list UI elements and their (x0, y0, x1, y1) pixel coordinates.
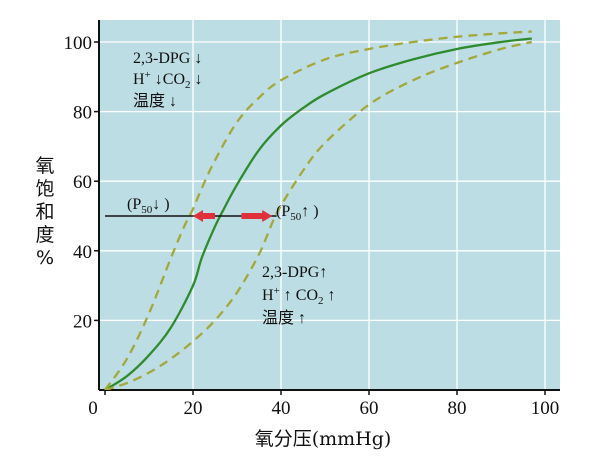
left-shift-annotation: 2,3-DPG ↓ H+ ↓CO2 ↓ 温度 ↓ (133, 50, 203, 110)
up-arrow-icon: ↑ (280, 287, 296, 304)
right-shift-curve (104, 40, 533, 390)
left-shift-curve (104, 30, 532, 390)
y-label-char: % (36, 247, 54, 269)
p50-reference (105, 210, 277, 222)
x-tick-label: 20 (184, 398, 203, 419)
x-tick-label: 40 (272, 398, 291, 419)
svg-text:H+ ↑ CO2 ↑: H+ ↑ CO2 ↑ (262, 285, 336, 307)
x-axis-label: 氧分压(mmHg) (255, 428, 392, 450)
up-arrow-icon: ↑ (294, 310, 306, 327)
x-tick-label: 80 (448, 398, 467, 419)
svg-text:2,3-DPG↑: 2,3-DPG↑ (262, 264, 327, 281)
left-h-sup: + (145, 69, 151, 81)
y-tick-label: 40 (73, 242, 92, 263)
svg-text:温度 ↓: 温度 ↓ (133, 91, 177, 110)
y-label-char: 度 (35, 224, 54, 246)
y-label-char: 饱 (35, 178, 54, 200)
up-arrow-icon: ↑ (319, 264, 327, 281)
svg-text:2,3-DPG ↓: 2,3-DPG ↓ (133, 50, 202, 67)
y-label-char: 和 (35, 201, 54, 223)
right-shift-annotation: 2,3-DPG↑ H+ ↑ CO2 ↑ 温度 ↑ (262, 264, 336, 327)
y-tick-label: 60 (73, 172, 92, 193)
y-tick-label: 20 (73, 311, 92, 332)
right-h-label: H (262, 287, 274, 304)
up-arrow-icon: ↑ (301, 203, 313, 220)
x-tick-label: 60 (360, 398, 379, 419)
y-label-char: 氧 (35, 155, 54, 177)
down-arrow-icon: ↓ (151, 71, 163, 88)
down-arrow-icon: ↓ (190, 50, 202, 67)
down-arrow-icon: ↓ (191, 71, 203, 88)
p50-right-label: (P50↑ ) (276, 203, 319, 223)
left-co-label: CO (163, 71, 185, 88)
down-arrow-icon: ↓ (152, 196, 164, 213)
plot-background (99, 20, 560, 390)
left-co-sub: 2 (185, 79, 191, 91)
svg-text:H+ ↓CO2 ↓: H+ ↓CO2 ↓ (133, 69, 203, 91)
left-temp-label: 温度 (133, 91, 165, 110)
right-co-label: CO (296, 287, 318, 304)
p50-left-label: (P50↓ ) (127, 196, 170, 216)
svg-text:温度 ↑: 温度 ↑ (262, 308, 306, 327)
left-dpg-label: 2,3-DPG (133, 50, 191, 67)
right-red-arrow (241, 210, 273, 222)
right-co-sub: 2 (318, 295, 324, 307)
axes (98, 20, 560, 391)
right-h-sup: + (274, 285, 280, 297)
up-arrow-icon: ↑ (324, 287, 336, 304)
grid-lines (99, 20, 560, 390)
y-tick-label: 100 (64, 33, 93, 54)
left-h-label: H (133, 71, 145, 88)
right-dpg-label: 2,3-DPG (262, 264, 320, 281)
curves (104, 30, 533, 390)
right-temp-label: 温度 (262, 308, 294, 327)
y-tick-label: 80 (73, 103, 92, 124)
normal-curve (104, 37, 532, 390)
x-tick-label: 100 (531, 398, 560, 419)
tick-labels: 0 20 40 60 80 100 20 40 60 80 100 (64, 33, 560, 419)
left-red-arrow (193, 210, 215, 222)
x-tick-label: 0 (88, 398, 98, 419)
down-arrow-icon: ↓ (165, 93, 177, 110)
